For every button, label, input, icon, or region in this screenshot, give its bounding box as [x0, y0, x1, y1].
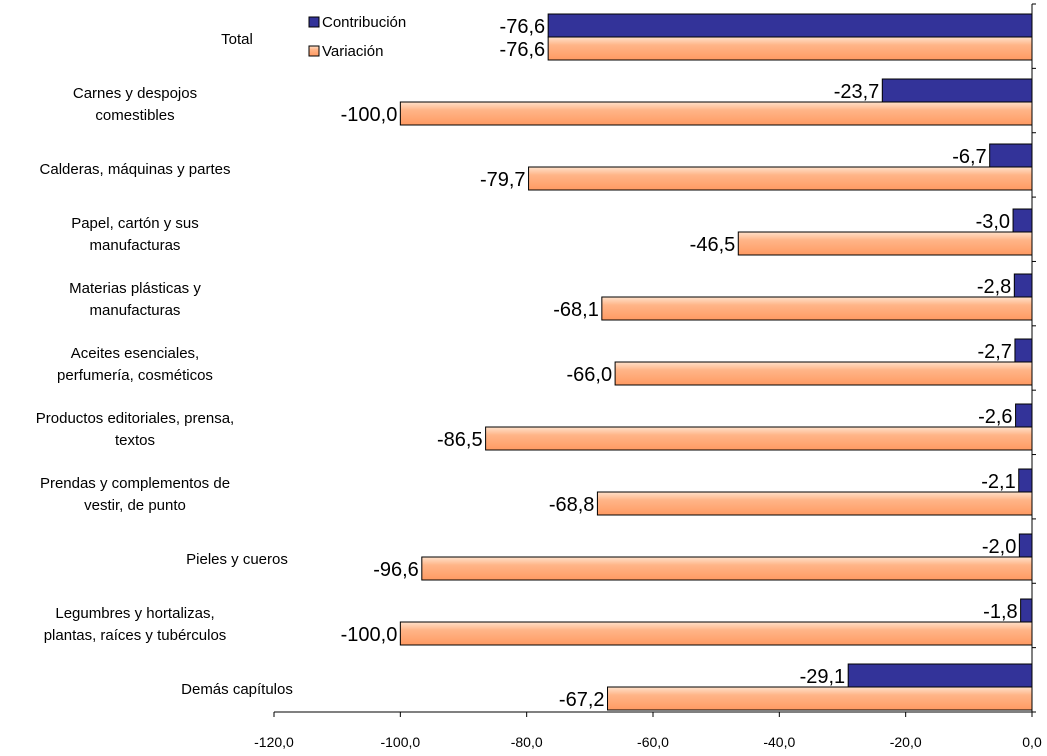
data-label-contribucion: -2,0 [982, 536, 1016, 558]
bar-contribucion [1018, 468, 1033, 493]
data-label-variacion: -86,5 [437, 429, 483, 451]
category-label: Calderas, máquinas y partes [40, 161, 231, 178]
bar-contribucion [881, 78, 1033, 103]
category-label-line: plantas, raíces y tubérculos [44, 627, 227, 644]
bar-contribucion [1015, 403, 1033, 428]
category-label: Aceites esenciales, perfumería, cosmético… [57, 345, 213, 384]
bar-variacion [528, 166, 1033, 191]
category-label-line: Legumbres y hortalizas, [55, 605, 214, 622]
x-tick-label: -40,0 [763, 734, 795, 750]
category-label: Carnes y despojos comestibles [73, 85, 197, 124]
category-label-line: Carnes y despojos [73, 85, 197, 102]
data-label-variacion: -76,6 [500, 39, 546, 61]
category-label: Pieles y cueros [186, 551, 288, 568]
bar-contribucion [1014, 338, 1033, 363]
data-label-contribucion: -2,8 [977, 276, 1011, 298]
bar-contribucion [547, 13, 1033, 38]
data-label-variacion: -46,5 [690, 234, 736, 256]
bar-variacion [601, 296, 1033, 321]
category-label-line: Materias plásticas y [69, 280, 201, 297]
x-tick-label: -100,0 [380, 734, 420, 750]
legend-swatch-variacion [308, 45, 320, 57]
category-label-line: Pieles y cueros [186, 551, 288, 568]
category-label: Prendas y complementos de vestir, de punt… [40, 475, 230, 514]
category-label-line: perfumería, cosméticos [57, 367, 213, 384]
data-label-variacion: -66,0 [567, 364, 613, 386]
data-label-variacion: -96,6 [373, 559, 419, 581]
category-label-line: textos [115, 432, 155, 449]
category-label-line: comestibles [95, 107, 174, 124]
data-label-variacion: -100,0 [341, 624, 398, 646]
category-label-line: Prendas y complementos de [40, 475, 230, 492]
data-label-contribucion: -2,1 [981, 471, 1015, 493]
bar-variacion [399, 101, 1033, 126]
data-label-contribucion: -1,8 [983, 601, 1017, 623]
data-label-contribucion: -76,6 [500, 16, 546, 38]
category-label-line: Papel, cartón y sus [71, 215, 199, 232]
category-label-line: Aceites esenciales, [71, 345, 199, 362]
data-label-variacion: -67,2 [559, 689, 605, 711]
bar-contribucion [1013, 273, 1033, 298]
bar-contribucion [1012, 208, 1033, 233]
x-tick-label: 0,0 [1022, 734, 1042, 750]
category-label-line: vestir, de punto [84, 497, 186, 514]
bar-variacion [485, 426, 1033, 451]
legend-label-contribucion: Contribución [322, 14, 406, 31]
data-label-variacion: -100,0 [341, 104, 398, 126]
category-label-line: Demás capítulos [181, 681, 293, 698]
bar-contribucion [847, 663, 1033, 688]
category-label-line: manufacturas [90, 302, 181, 319]
bar-variacion [607, 686, 1033, 711]
bar-contribucion [989, 143, 1033, 168]
bar-variacion [614, 361, 1033, 386]
category-label-line: Calderas, máquinas y partes [40, 161, 231, 178]
data-label-contribucion: -2,6 [978, 406, 1012, 428]
x-tick-label: -120,0 [254, 734, 294, 750]
data-label-contribucion: -6,7 [952, 146, 986, 168]
data-label-contribucion: -23,7 [834, 81, 880, 103]
category-label: Total [221, 31, 253, 48]
category-label-line: Total [221, 31, 253, 48]
bar-contribucion [1020, 598, 1033, 623]
category-label: Productos editoriales, prensa, textos [36, 410, 234, 449]
plot-area: -120,0 -100,0 -80,0 -60,0 -40,0 -20,0 0,0 -76,6… [36, 3, 1042, 750]
legend: Contribución Variación [308, 14, 406, 60]
data-label-contribucion: -29,1 [800, 666, 846, 688]
x-tick-label: -60,0 [637, 734, 669, 750]
bar-variacion [596, 491, 1033, 516]
bar-variacion [421, 556, 1033, 581]
category-label: Legumbres y hortalizas, plantas, raíces y… [44, 605, 227, 644]
data-label-variacion: -68,1 [553, 299, 599, 321]
bar-variacion [399, 621, 1033, 646]
data-label-variacion: -68,8 [549, 494, 595, 516]
bar-contribucion [1018, 533, 1033, 558]
bar-variacion [737, 231, 1033, 256]
bar-variacion [547, 36, 1033, 61]
x-tick-label: -20,0 [890, 734, 922, 750]
category-label: Papel, cartón y sus manufacturas [71, 215, 199, 254]
data-label-contribucion: -2,7 [977, 341, 1011, 363]
category-label-line: Productos editoriales, prensa, [36, 410, 234, 427]
data-label-variacion: -79,7 [480, 169, 526, 191]
category-label-line: manufacturas [90, 237, 181, 254]
data-label-contribucion: -3,0 [976, 211, 1010, 233]
legend-label-variacion: Variación [322, 43, 383, 60]
legend-swatch-contribucion [308, 16, 320, 28]
x-tick-label: -80,0 [511, 734, 543, 750]
category-label: Materias plásticas y manufacturas [69, 280, 201, 319]
category-label: Demás capítulos [181, 681, 293, 698]
